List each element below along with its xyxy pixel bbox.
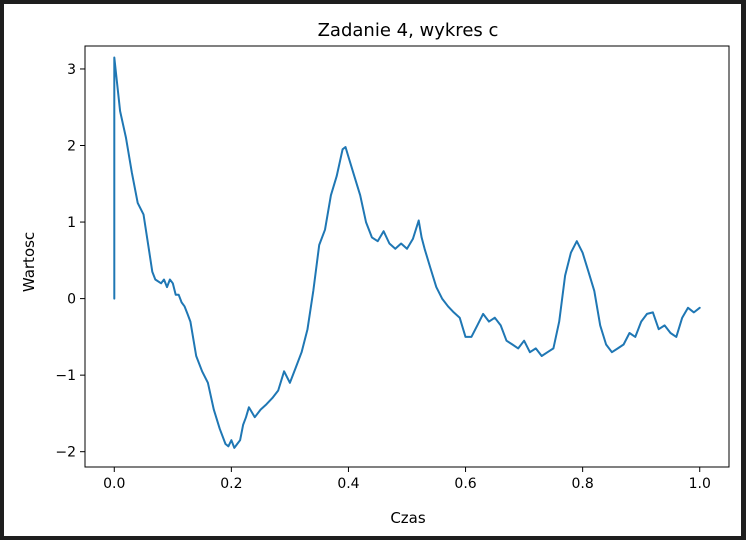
y-tick-label: 0 [67,292,76,308]
x-axis-label: Czas [390,509,426,527]
y-tick-label: 1 [67,215,76,231]
y-tick-label: −1 [55,368,76,384]
x-tick-label: 0.0 [103,476,125,492]
line-chart: Zadanie 4, wykres c Czas Wartosc 0.0 0.2 0… [20,20,730,527]
x-tick-label: 0.2 [220,476,242,492]
series-layer [113,56,701,449]
y-tick-label: 2 [67,139,76,155]
x-tick-label: 1.0 [689,476,711,492]
x-tick-label: 0.6 [454,476,476,492]
plot-area-frame [84,45,730,468]
x-tick-label: 0.8 [572,476,594,492]
series-line-0 [113,56,701,449]
y-axis-label: Wartosc [20,232,38,292]
y-tick-label: 3 [67,62,76,78]
x-tick-label: 0.4 [337,476,359,492]
tick-layer: 0.0 0.2 0.4 0.6 0.8 1.0 −2 −1 0 1 2 3 [55,62,711,492]
chart-title: Zadanie 4, wykres c [318,20,499,41]
y-tick-label: −2 [55,445,76,461]
figure-canvas: Zadanie 4, wykres c Czas Wartosc 0.0 0.2 0… [4,4,741,536]
